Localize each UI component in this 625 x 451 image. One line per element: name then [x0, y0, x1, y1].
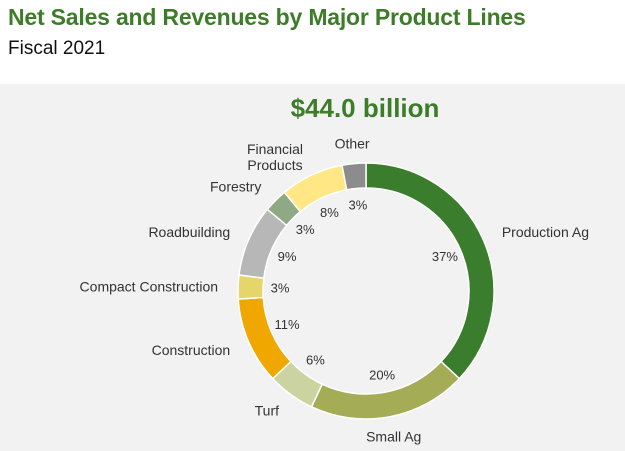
percent-label-construction: 11% [275, 317, 300, 332]
percent-label-compact-construction: 3% [271, 280, 290, 295]
percent-label-production-ag: 37% [432, 249, 458, 264]
slice-other [341, 162, 367, 191]
page-subtitle: Fiscal 2021 [8, 38, 106, 59]
slice-construction [237, 296, 292, 380]
category-label-production-ag: Production Ag [502, 224, 589, 240]
percent-label-roadbuilding: 9% [278, 249, 297, 264]
slice-compact-construction [237, 274, 265, 300]
percent-label-small-ag: 20% [369, 367, 395, 382]
slice-production-ag [365, 162, 495, 380]
category-label-other: Other [335, 136, 370, 152]
category-label-small-ag: Small Ag [366, 428, 421, 444]
category-label-construction: Construction [152, 342, 231, 358]
chart-total-label: $44.0 billion [291, 93, 440, 123]
category-label-financial-products: Financial Products [247, 141, 303, 173]
percent-label-other: 3% [349, 197, 368, 212]
category-label-forestry: Forestry [210, 178, 261, 194]
page-title: Net Sales and Revenues by Major Product … [8, 4, 526, 30]
percent-label-turf: 6% [306, 353, 325, 368]
percent-label-forestry: 3% [296, 222, 315, 237]
category-label-turf: Turf [255, 403, 279, 419]
percent-label-financial-products: 8% [320, 205, 339, 220]
category-label-roadbuilding: Roadbuilding [148, 224, 230, 240]
category-label-compact-construction: Compact Construction [80, 278, 219, 294]
